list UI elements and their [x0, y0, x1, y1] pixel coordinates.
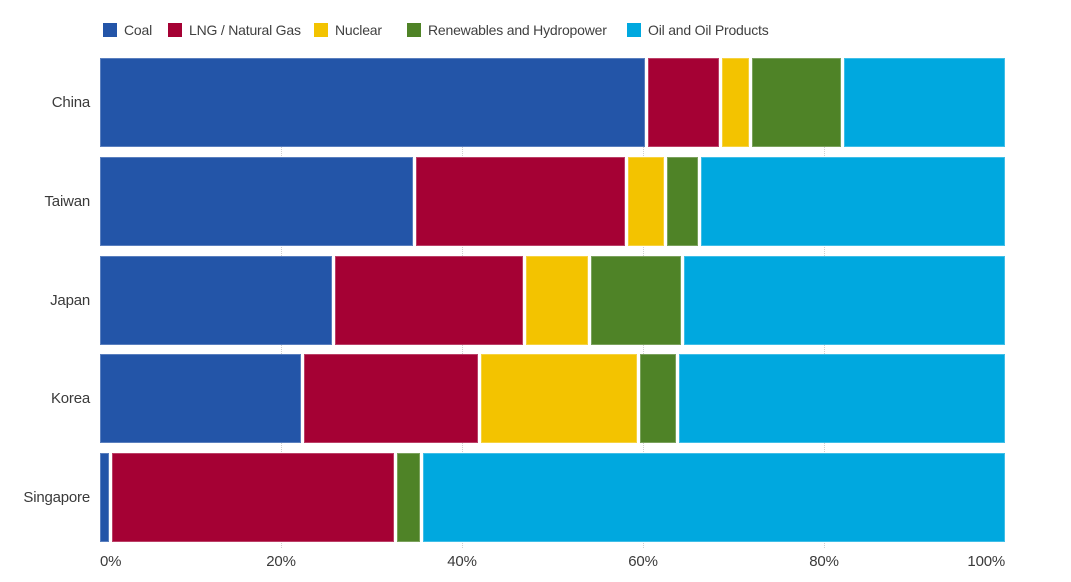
bar-segment-nuclear [628, 156, 668, 246]
chart-legend: Coal LNG / Natural Gas Nuclear Renewables a… [103, 22, 1063, 38]
axis-tick-0: 0% [100, 553, 122, 570]
bar-segment-lng-natural-gas [335, 255, 526, 345]
stacked-bar-singapore [100, 453, 1005, 542]
x-axis: 0% 20% 40% 60% 80% 100% [100, 552, 1005, 574]
bar-segment-renewables-and-hydropower [667, 156, 702, 246]
category-label-japan: Japan [50, 291, 90, 309]
legend-label: Nuclear [335, 22, 382, 38]
bar-segment-nuclear [722, 58, 752, 147]
axis-tick-60: 60% [628, 553, 658, 570]
bar-segment-oil-and-oil-products [701, 156, 1005, 246]
bar-segment-renewables-and-hydropower [591, 255, 684, 345]
axis-tick-40: 40% [447, 553, 477, 570]
bar-segment-oil-and-oil-products [844, 58, 1005, 147]
legend-label: Renewables and Hydropower [428, 22, 607, 38]
bar-segment-lng-natural-gas [303, 354, 482, 444]
legend-item-oil-and-oil-products: Oil and Oil Products [627, 22, 769, 38]
bar-segment-lng-natural-gas [415, 156, 629, 246]
bar-segment-coal [100, 255, 336, 345]
bar-segment-lng-natural-gas [111, 453, 398, 542]
legend-swatch-oil-and-oil-products [627, 23, 641, 37]
bar-segment-oil-and-oil-products [422, 453, 1005, 542]
bar-row-china: China [0, 58, 1005, 147]
bar-segment-coal [100, 156, 416, 246]
bar-segment-coal [100, 354, 304, 444]
legend-item-coal: Coal [103, 22, 152, 38]
plot-rows: China Taiwan Japan Korea Singapore [0, 58, 1006, 542]
legend-item-nuclear: Nuclear [314, 22, 382, 38]
stacked-bar-china [100, 58, 1005, 147]
legend-swatch-lng-natural-gas [168, 23, 182, 37]
bar-segment-nuclear [481, 354, 641, 444]
category-label-china: China [51, 94, 90, 111]
bar-segment-coal [100, 58, 648, 147]
legend-label: Oil and Oil Products [648, 22, 769, 38]
stacked-bar-taiwan [100, 156, 1005, 246]
category-label-korea: Korea [50, 390, 90, 408]
legend-swatch-coal [103, 23, 117, 37]
bar-segment-oil-and-oil-products [683, 255, 1006, 345]
bar-segment-renewables-and-hydropower [397, 453, 423, 542]
stacked-bar-japan [100, 255, 1006, 345]
bar-segment-nuclear [525, 255, 592, 345]
legend-label: Coal [124, 22, 152, 38]
axis-tick-20: 20% [266, 553, 296, 570]
bar-row-japan: Japan [0, 255, 1006, 345]
category-label-singapore: Singapore [23, 489, 90, 506]
stacked-bar-korea [100, 354, 1005, 444]
bar-segment-oil-and-oil-products [679, 354, 1005, 444]
bar-row-korea: Korea [0, 354, 1005, 444]
bar-segment-lng-natural-gas [647, 58, 723, 147]
legend-label: LNG / Natural Gas [189, 22, 301, 38]
category-label-taiwan: Taiwan [44, 192, 91, 210]
bar-segment-renewables-and-hydropower [751, 58, 845, 147]
bar-segment-renewables-and-hydropower [640, 354, 680, 444]
bar-row-singapore: Singapore [0, 453, 1005, 542]
bar-segment-coal [100, 453, 112, 542]
legend-item-renewables-and-hydropower: Renewables and Hydropower [407, 22, 607, 38]
axis-tick-80: 80% [809, 553, 839, 570]
axis-tick-100: 100% [967, 553, 1005, 570]
legend-item-lng-natural-gas: LNG / Natural Gas [168, 22, 301, 38]
legend-swatch-nuclear [314, 23, 328, 37]
legend-swatch-renewables-and-hydropower [407, 23, 421, 37]
bar-row-taiwan: Taiwan [0, 156, 1005, 246]
